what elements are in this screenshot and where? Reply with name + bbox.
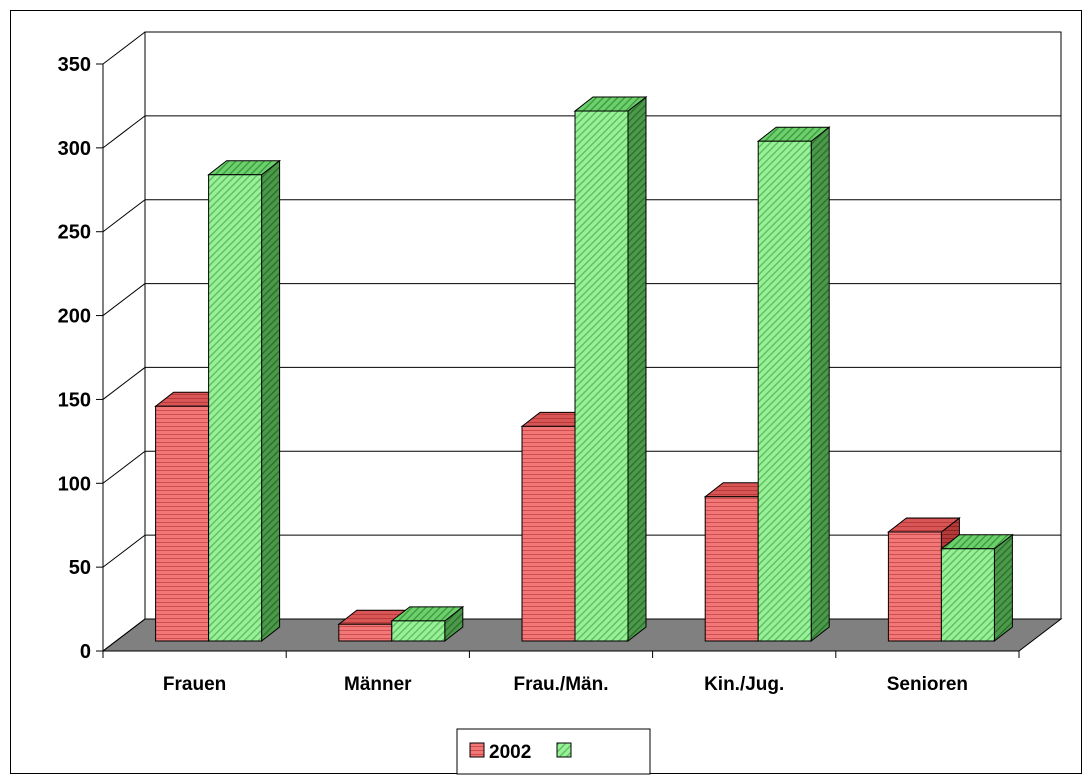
y-tick-label: 100 xyxy=(58,473,91,495)
legend: 2002 xyxy=(456,728,651,775)
bar-side xyxy=(993,533,1013,643)
legend-swatch-2002 xyxy=(469,742,485,758)
y-tick-label: 200 xyxy=(58,306,91,328)
bar-front xyxy=(574,110,629,642)
bar-front xyxy=(940,548,995,642)
axes xyxy=(96,63,1020,658)
x-tick-label: Kin./Jug. xyxy=(704,674,784,695)
bar-front xyxy=(208,174,263,642)
bar-2-5 xyxy=(939,533,1014,643)
bar-front xyxy=(521,425,576,642)
bar-front xyxy=(887,531,942,642)
side-wall-line xyxy=(102,367,146,400)
bar-front xyxy=(757,140,812,642)
side-wall-line xyxy=(102,618,146,652)
y-tick-label: 300 xyxy=(58,138,91,160)
y-tick-label: 150 xyxy=(58,389,91,411)
bar-side xyxy=(627,96,647,643)
y-tick-label: 0 xyxy=(80,641,91,663)
y-tick-label: 250 xyxy=(58,222,91,244)
side-wall-line xyxy=(102,283,146,316)
bar-2-4 xyxy=(756,126,831,643)
axis-labels: 0 50 100 150 200 250 300 350 Frauen Männer Frau./M… xyxy=(58,54,968,695)
side-wall-line xyxy=(102,199,146,233)
side-wall-line xyxy=(102,31,146,65)
y-tick-label: 50 xyxy=(69,557,91,579)
bar-side xyxy=(810,126,830,643)
bar-front xyxy=(338,623,393,642)
y-tick-label: 350 xyxy=(58,54,91,76)
legend-label-2002: 2002 xyxy=(489,742,531,763)
side-wall-line xyxy=(102,115,146,149)
bar-front xyxy=(155,405,210,642)
bar-side xyxy=(261,159,281,643)
bar-front xyxy=(704,496,759,642)
x-tick-label: Frauen xyxy=(163,674,226,695)
bar-2-3 xyxy=(573,96,648,643)
bar-front xyxy=(391,620,446,642)
legend-swatch-series-2 xyxy=(556,742,572,758)
x-tick-label: Männer xyxy=(344,674,412,695)
legend-box xyxy=(456,728,651,775)
bars xyxy=(154,96,1014,643)
x-tick-label: Senioren xyxy=(887,674,968,695)
side-wall-line xyxy=(102,534,146,568)
side-wall-line xyxy=(102,450,146,484)
bar-2-1 xyxy=(207,159,282,643)
bar-2-2 xyxy=(390,605,465,643)
x-tick-label: Frau./Män. xyxy=(513,674,608,695)
